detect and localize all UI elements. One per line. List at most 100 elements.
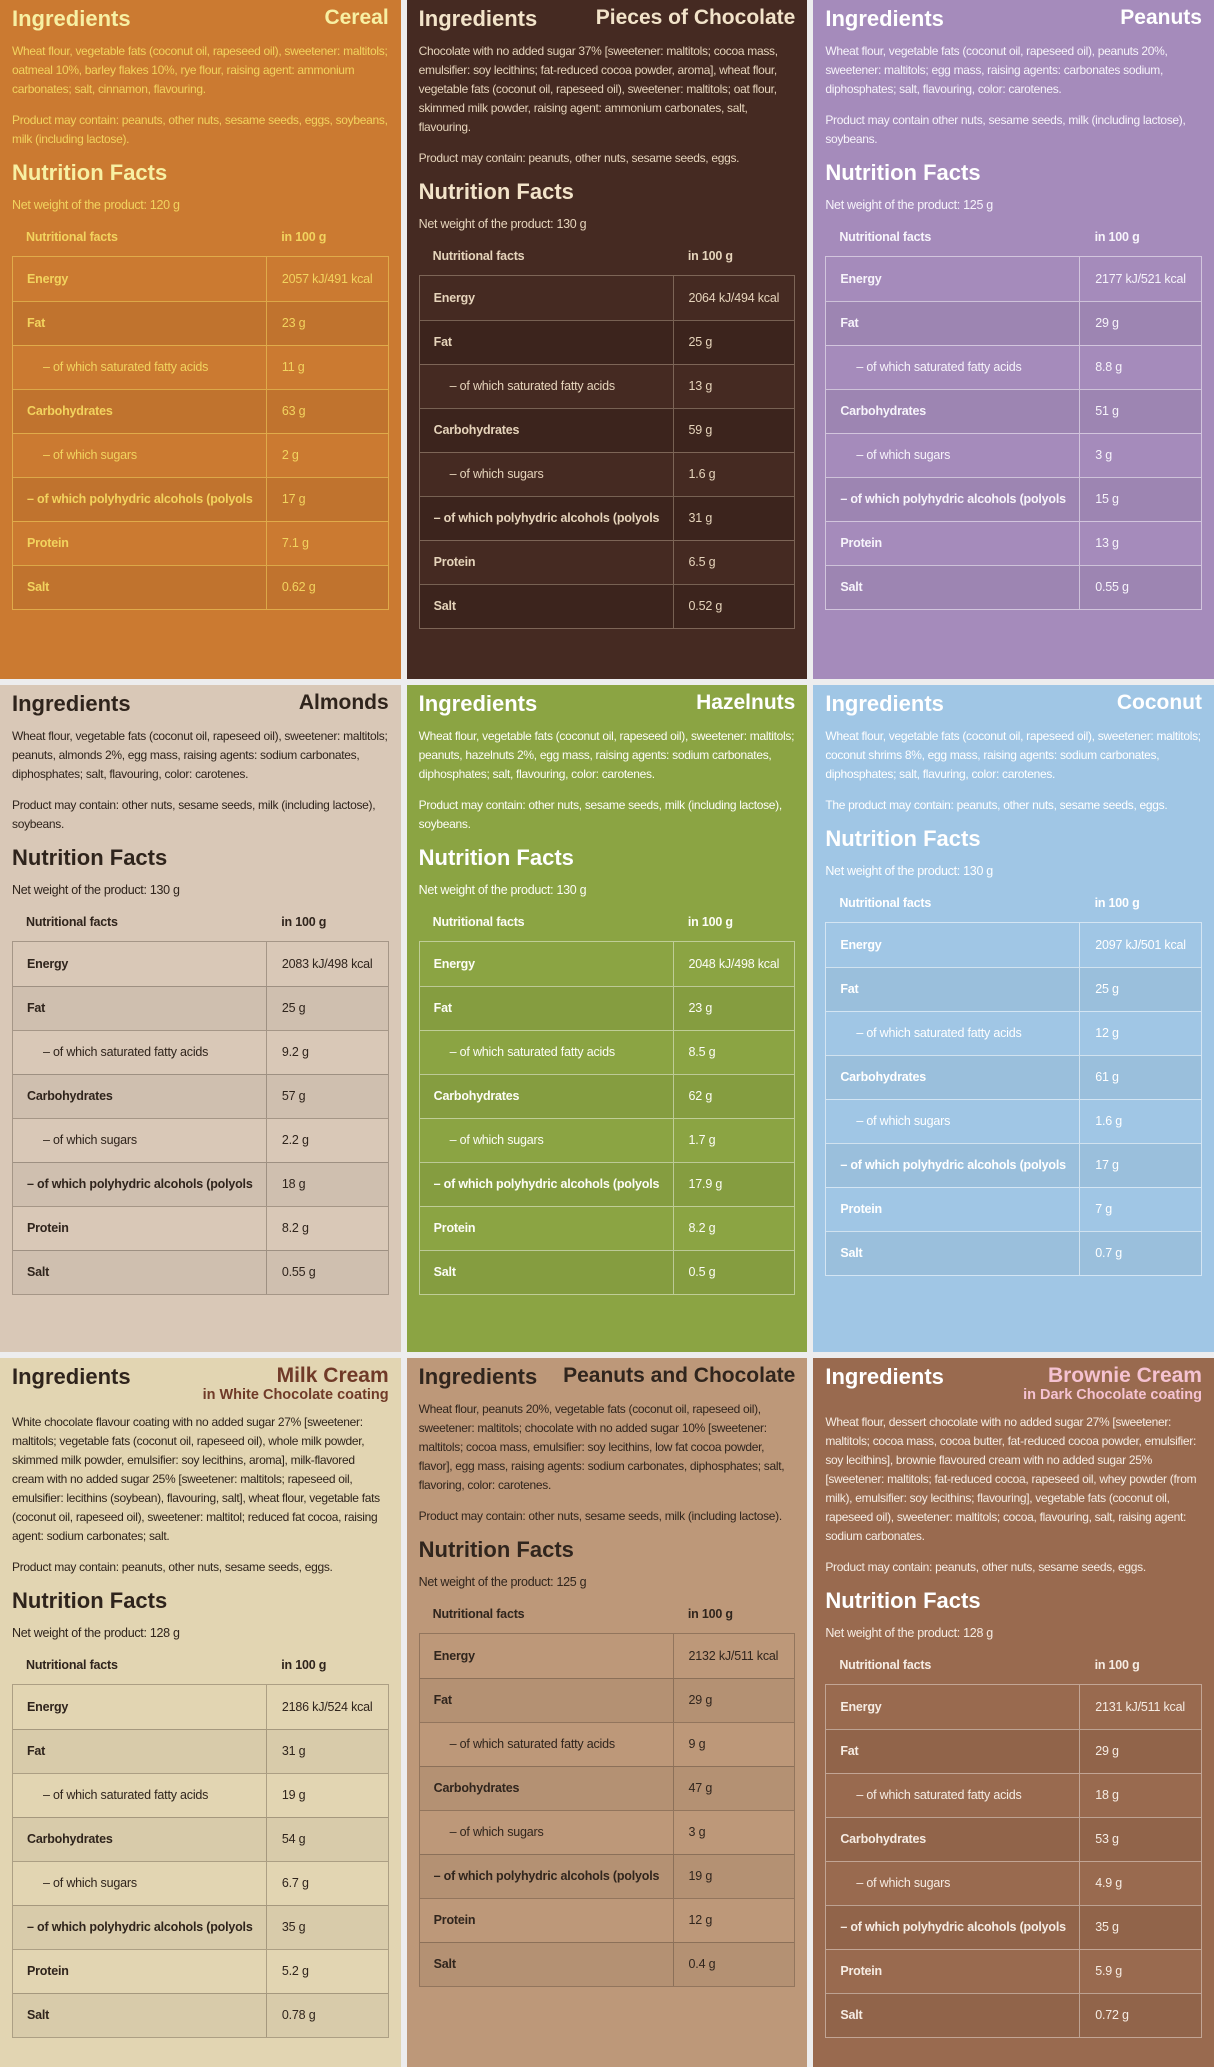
nutrition-row: Energy 2131 kJ/511 kcal: [826, 1685, 1201, 1729]
nutrient-value: 18 g: [265, 1163, 388, 1206]
nutrient-label: Salt: [840, 1246, 863, 1260]
nutrient-value: 18 g: [1079, 1774, 1201, 1817]
may-contain-text: The product may contain: peanuts, other …: [825, 798, 1168, 812]
nutrition-row: – of which polyhydric alcohols (polyols …: [419, 1162, 795, 1206]
nutrient-value: 1.6 g: [1079, 1100, 1201, 1143]
ingredients-text: Wheat flour, vegetable fats (coconut oil…: [825, 729, 1201, 781]
nutrient-label: Carbohydrates: [27, 1832, 113, 1846]
ingredients-heading: Ingredients: [418, 691, 538, 716]
product-name-main: Peanuts: [1120, 6, 1202, 29]
nutrient-value: 57 g: [265, 1075, 388, 1118]
nutrition-table: Energy 2177 kJ/521 kcal Fat 29 g – of wh…: [825, 256, 1202, 610]
nutrient-label: Carbohydrates: [433, 1089, 520, 1103]
nutrition-row: Energy 2048 kJ/498 kcal: [420, 942, 795, 986]
nutrition-table: Energy 2186 kJ/524 kcal Fat 31 g – of wh…: [12, 1684, 389, 2038]
nutrient-value: 2083 kJ/498 kcal: [265, 942, 388, 986]
nutrition-row: Protein 8.2 g: [419, 1206, 795, 1250]
nutrition-table: Energy 2097 kJ/501 kcal Fat 25 g – of wh…: [825, 922, 1202, 1276]
nutrient-value: 2132 kJ/511 kcal: [672, 1634, 795, 1678]
nutrient-value: 63 g: [265, 390, 388, 433]
table-header-col1: Nutritional facts: [26, 915, 118, 929]
nutrient-label: Fat: [433, 335, 452, 349]
net-weight: Net weight of the product: 128 g: [825, 1626, 993, 1640]
nutrient-label: – of which sugars: [43, 448, 137, 462]
nutrition-row: Salt 0.4 g: [419, 1942, 795, 1986]
nutrient-label: Carbohydrates: [840, 404, 926, 418]
nutrient-label: – of which saturated fatty acids: [43, 360, 209, 374]
net-weight: Net weight of the product: 130 g: [825, 864, 993, 878]
nutrient-value: 2064 kJ/494 kcal: [672, 276, 795, 320]
nutrition-row: Protein 7.1 g: [13, 521, 388, 565]
nutrient-label: Fat: [840, 982, 859, 996]
nutrient-value: 0.4 g: [672, 1943, 795, 1986]
nutrition-row: Salt 0.62 g: [13, 565, 388, 609]
nutrition-row: Energy 2057 kJ/491 kcal: [13, 257, 388, 301]
nutrition-row: – of which polyhydric alcohols (polyols …: [13, 1905, 388, 1949]
nutrition-row: – of which sugars 1.6 g: [419, 452, 795, 496]
nutrition-row: Energy 2186 kJ/524 kcal: [13, 1685, 388, 1729]
nutrition-facts-heading: Nutrition Facts: [418, 1537, 574, 1562]
nutrient-label: – of which saturated fatty acids: [856, 1026, 1022, 1040]
table-header-col2: in 100 g: [687, 249, 733, 263]
nutrient-value: 25 g: [1079, 968, 1201, 1011]
nutrient-label: – of which sugars: [856, 1876, 951, 1890]
nutrition-row: Carbohydrates 51 g: [826, 389, 1201, 433]
nutrient-value: 0.55 g: [1079, 566, 1201, 609]
nutrition-facts-heading: Nutrition Facts: [12, 845, 168, 870]
table-header-col2: in 100 g: [281, 915, 327, 929]
ingredients-text: Wheat flour, vegetable fats (coconut oil…: [12, 44, 388, 96]
nutrient-value: 5.9 g: [1079, 1950, 1201, 1993]
nutrient-label: Protein: [840, 1202, 882, 1216]
nutrient-label: Salt: [27, 580, 50, 594]
nutrition-row: – of which saturated fatty acids 8.8 g: [826, 345, 1201, 389]
product-name: Almonds: [299, 691, 389, 715]
nutrient-value: 12 g: [1079, 1012, 1201, 1055]
nutrient-value: 2177 kJ/521 kcal: [1079, 257, 1201, 301]
nutrition-row: Carbohydrates 54 g: [13, 1817, 388, 1861]
nutrition-table: Energy 2083 kJ/498 kcal Fat 25 g – of wh…: [12, 941, 389, 1295]
panel-header: Ingredients Almonds: [12, 691, 389, 717]
nutrient-value: 1.6 g: [672, 453, 795, 496]
nutrient-value: 11 g: [265, 346, 388, 389]
ingredients-heading: Ingredients: [12, 1364, 131, 1389]
nutrient-label: – of which saturated fatty acids: [856, 360, 1022, 374]
nutrition-row: – of which polyhydric alcohols (polyols …: [419, 1854, 795, 1898]
nutrient-value: 31 g: [265, 1730, 388, 1773]
product-name-main: Pieces of Chocolate: [595, 6, 796, 29]
nutrition-facts-heading: Nutrition Facts: [825, 1588, 981, 1613]
nutrition-row: – of which sugars 2.2 g: [13, 1118, 388, 1162]
table-header-col1: Nutritional facts: [432, 915, 525, 929]
nutrient-label: Energy: [27, 956, 69, 971]
net-weight: Net weight of the product: 120 g: [12, 198, 180, 212]
ingredients-heading: Ingredients: [12, 6, 131, 31]
nutrient-label: Protein: [433, 1913, 476, 1927]
product-panel: Ingredients Pieces of Chocolate Chocolat…: [406, 0, 808, 679]
nutrient-value: 35 g: [265, 1906, 388, 1949]
nutrient-value: 35 g: [1079, 1906, 1201, 1949]
nutrient-value: 0.52 g: [672, 585, 795, 628]
nutrition-row: – of which polyhydric alcohols (polyols …: [13, 477, 388, 521]
nutrient-value: 29 g: [672, 1679, 795, 1722]
net-weight: Net weight of the product: 125 g: [418, 1575, 587, 1589]
product-panel: Ingredients Brownie Cream in Dark Chocol…: [813, 1358, 1214, 2067]
table-header-col2: in 100 g: [281, 230, 327, 244]
panel-header: Ingredients Brownie Cream in Dark Chocol…: [825, 1364, 1202, 1403]
nutrient-value: 15 g: [1079, 478, 1201, 521]
nutrient-value: 23 g: [265, 302, 388, 345]
nutrition-row: Fat 31 g: [13, 1729, 388, 1773]
nutrient-label: Carbohydrates: [433, 423, 520, 437]
nutrient-value: 54 g: [265, 1818, 388, 1861]
product-name-main: Cereal: [324, 6, 389, 29]
product-panel: Ingredients Almonds Wheat flour, vegetab…: [0, 685, 401, 1352]
nutrient-label: Fat: [840, 316, 859, 330]
nutrition-row: Carbohydrates 47 g: [419, 1766, 795, 1810]
nutrition-row: – of which sugars 3 g: [419, 1810, 795, 1854]
nutrient-value: 61 g: [1079, 1056, 1201, 1099]
nutrient-value: 19 g: [265, 1774, 388, 1817]
nutrient-label: Fat: [433, 1693, 452, 1707]
product-panel: Ingredients Peanuts Wheat flour, vegetab…: [813, 0, 1214, 679]
nutrient-value: 8.5 g: [672, 1031, 795, 1074]
nutrition-row: Fat 23 g: [419, 986, 795, 1030]
nutrient-value: 29 g: [1079, 1730, 1201, 1773]
